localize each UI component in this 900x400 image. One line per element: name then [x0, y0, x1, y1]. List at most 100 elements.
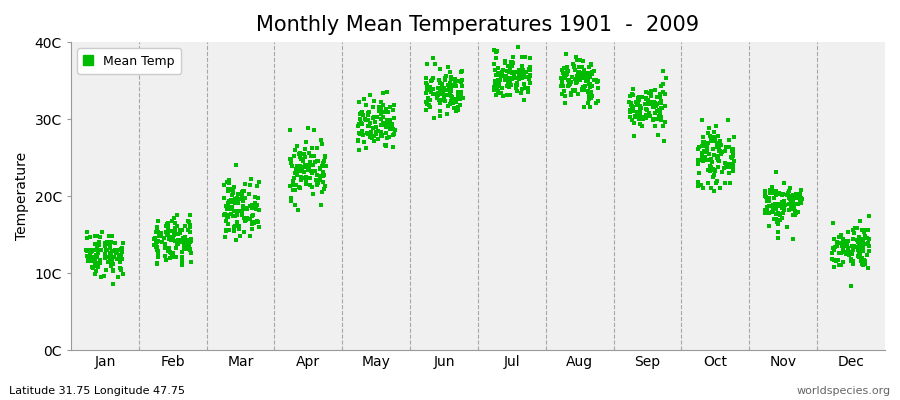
Point [565, 74, 580, 80]
Point [363, 120, 377, 126]
Point [787, 198, 801, 205]
Point [505, 59, 519, 66]
Point [450, 103, 464, 110]
Point [656, 122, 670, 129]
Point [93, 257, 107, 263]
Point [366, 104, 381, 110]
Point [295, 174, 310, 181]
Point [232, 233, 247, 239]
Point [421, 86, 436, 93]
Point [571, 91, 585, 98]
Point [843, 257, 858, 264]
Point [557, 88, 572, 94]
Point [160, 221, 175, 228]
Point [374, 111, 388, 117]
Point [292, 167, 306, 174]
Point [184, 236, 198, 242]
Point [639, 95, 653, 102]
Point [238, 181, 252, 188]
Point [836, 236, 850, 242]
Point [316, 173, 330, 179]
Point [839, 251, 853, 258]
Point [423, 104, 437, 110]
Point [149, 239, 164, 245]
Point [634, 94, 649, 100]
Point [242, 216, 256, 222]
Point [435, 89, 449, 96]
Point [310, 182, 324, 188]
Point [704, 164, 718, 170]
Point [860, 235, 875, 241]
Point [364, 129, 379, 135]
Point [89, 247, 104, 254]
Point [104, 241, 118, 248]
Point [298, 146, 312, 152]
Point [152, 233, 166, 239]
Point [297, 168, 311, 175]
Point [232, 226, 247, 232]
Point [645, 104, 660, 110]
Point [705, 138, 719, 144]
Point [778, 202, 792, 208]
Point [499, 73, 513, 79]
Point [150, 229, 165, 236]
Point [163, 254, 177, 261]
Point [702, 125, 716, 132]
Point [177, 234, 192, 240]
Point [826, 245, 841, 252]
Point [183, 221, 197, 228]
Point [715, 168, 729, 175]
Point [699, 143, 714, 149]
Point [568, 67, 582, 73]
Point [369, 114, 383, 120]
Point [562, 82, 576, 88]
Point [493, 73, 508, 79]
Point [176, 238, 190, 244]
Point [374, 130, 389, 136]
Point [430, 84, 445, 91]
Point [842, 246, 856, 252]
Point [356, 131, 370, 137]
Point [246, 219, 260, 225]
Point [371, 136, 385, 142]
Point [576, 84, 590, 91]
Point [92, 240, 106, 246]
Point [304, 145, 319, 151]
Point [503, 80, 517, 86]
Point [218, 211, 232, 217]
Point [366, 132, 381, 139]
Point [239, 206, 254, 212]
Point [515, 75, 529, 81]
Point [220, 205, 234, 212]
Point [559, 51, 573, 57]
Point [378, 130, 392, 136]
Point [521, 86, 535, 93]
Point [523, 80, 537, 87]
Y-axis label: Temperature: Temperature [15, 152, 29, 240]
Point [770, 188, 784, 195]
Point [284, 160, 298, 166]
Point [793, 198, 807, 205]
Point [359, 145, 374, 151]
Point [711, 132, 725, 139]
Point [562, 78, 576, 84]
Point [759, 188, 773, 194]
Point [507, 72, 521, 78]
Point [495, 69, 509, 76]
Point [290, 162, 304, 169]
Point [781, 188, 796, 194]
Point [289, 167, 303, 174]
Point [228, 184, 242, 190]
Point [289, 171, 303, 178]
Point [775, 205, 789, 212]
Point [388, 126, 402, 133]
Point [365, 135, 380, 142]
Point [632, 94, 646, 100]
Point [639, 106, 653, 112]
Point [835, 258, 850, 265]
Point [561, 77, 575, 84]
Point [703, 164, 717, 170]
Point [565, 74, 580, 81]
Point [722, 163, 736, 170]
Point [374, 116, 388, 122]
